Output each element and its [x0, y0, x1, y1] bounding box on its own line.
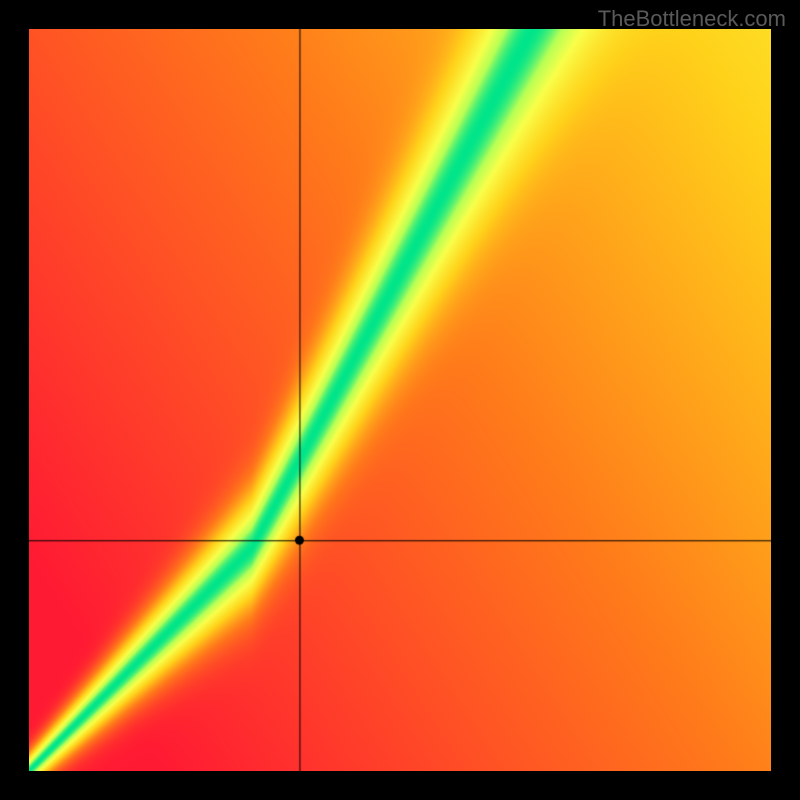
- chart-container: TheBottleneck.com: [0, 0, 800, 800]
- watermark-text: TheBottleneck.com: [598, 6, 786, 32]
- heatmap-plot: [29, 29, 771, 771]
- heatmap-canvas: [29, 29, 771, 771]
